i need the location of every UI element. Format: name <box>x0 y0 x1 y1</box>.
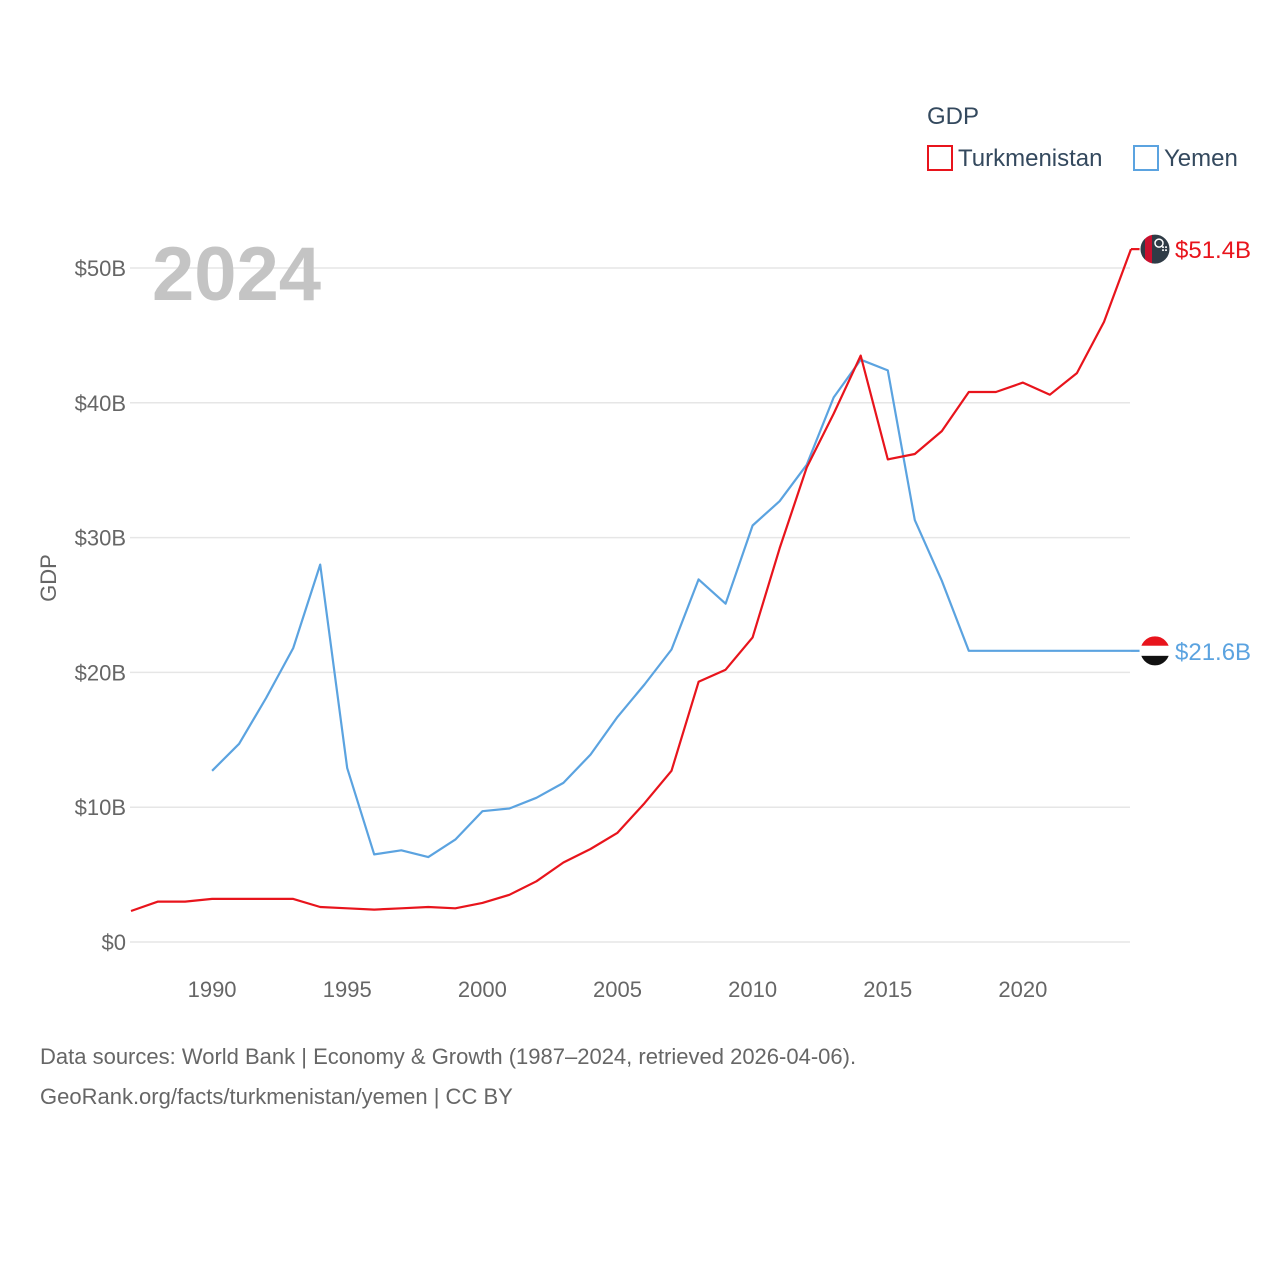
y-tick-label: $40B <box>75 391 126 416</box>
legend-label-turkmenistan: Turkmenistan <box>958 145 1103 172</box>
y-tick-label: $10B <box>75 795 126 820</box>
y-tick-label: $20B <box>75 660 126 685</box>
series-lines <box>130 248 1133 913</box>
legend-title: GDP <box>927 103 979 130</box>
series-line-yemen[interactable] <box>211 358 1131 859</box>
x-axis-ticks: 1990 1995 2000 2005 2010 2015 2020 <box>188 977 1048 1002</box>
legend-swatch-turkmenistan <box>927 145 953 171</box>
x-tick-label: 2005 <box>593 977 642 1002</box>
attribution-link[interactable]: GeoRank.org/facts/turkmenistan/yemen | C… <box>40 1084 513 1109</box>
legend-item-yemen[interactable]: Yemen <box>1133 145 1238 172</box>
gridlines <box>130 267 1130 943</box>
x-tick-label: 2000 <box>458 977 507 1002</box>
end-value-label-yemen: $21.6B <box>1175 639 1251 666</box>
y-axis-ticks: $0 $10B $20B $30B $40B $50B <box>75 256 126 955</box>
legend: GDP Turkmenistan Yemen <box>927 103 1238 172</box>
end-value-label-turkmenistan: $51.4B <box>1175 237 1251 264</box>
current-year-label: 2024 <box>152 232 321 317</box>
x-tick-label: 1990 <box>188 977 237 1002</box>
y-axis-label: GDP <box>36 554 61 602</box>
series-line-turkmenistan[interactable] <box>130 248 1133 913</box>
x-tick-label: 2015 <box>863 977 912 1002</box>
legend-swatch-yemen <box>1133 145 1159 171</box>
legend-label-yemen: Yemen <box>1164 145 1238 172</box>
x-tick-label: 2010 <box>728 977 777 1002</box>
y-tick-label: $30B <box>75 526 126 551</box>
legend-item-turkmenistan[interactable]: Turkmenistan <box>927 145 1103 172</box>
x-tick-label: 1995 <box>323 977 372 1002</box>
turkmenistan-flag-icon <box>1139 233 1171 265</box>
series-end-markers: $51.4B $21.6B <box>1131 233 1251 667</box>
y-tick-label: $0 <box>102 930 126 955</box>
y-tick-label: $50B <box>75 256 126 281</box>
x-tick-label: 2020 <box>998 977 1047 1002</box>
source-note: Data sources: World Bank | Economy & Gro… <box>40 1044 857 1069</box>
yemen-flag-icon <box>1139 635 1171 667</box>
